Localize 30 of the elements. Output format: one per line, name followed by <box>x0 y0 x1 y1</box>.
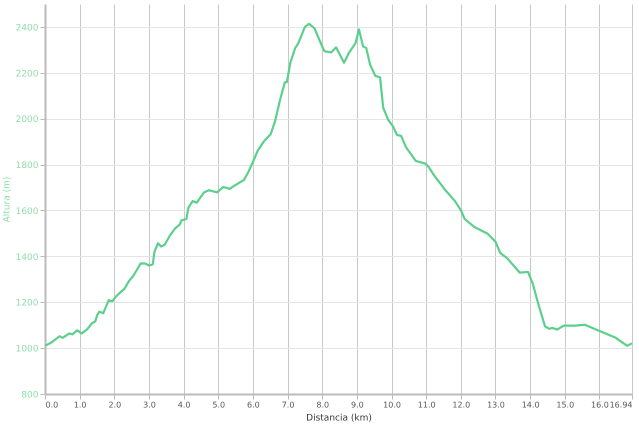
x-tick-label: 10.0 <box>383 400 401 410</box>
x-tick-label: 1.0 <box>74 400 87 410</box>
y-tick-label: 1400 <box>16 252 39 263</box>
x-tick-label: 16.94 <box>610 400 632 410</box>
x-tick-label: 16.0 <box>591 400 609 410</box>
x-tick-label: 8.0 <box>316 400 330 410</box>
y-tick-label: 1800 <box>16 161 39 172</box>
y-tick-label: 2000 <box>16 115 39 126</box>
y-tick-label: 2200 <box>16 69 39 80</box>
x-tick-label: 0.0 <box>46 400 58 410</box>
x-tick-label: 9.0 <box>351 400 364 410</box>
y-axis-title: Altura (m) <box>2 176 13 222</box>
y-tick-label: 800 <box>21 390 39 400</box>
x-tick-label: 2.0 <box>108 400 122 410</box>
x-tick-label: 5.0 <box>212 400 226 410</box>
x-tick-label: 13.0 <box>487 400 505 410</box>
y-tick-label: 1600 <box>16 206 39 217</box>
x-tick-label: 7.0 <box>282 400 294 410</box>
y-tick-label: 2400 <box>16 23 39 34</box>
x-tick-label: 14.0 <box>522 400 540 410</box>
x-tick-label: 6.0 <box>247 400 260 410</box>
y-tick-label: 1000 <box>16 344 39 355</box>
x-tick-label: 11.0 <box>418 400 436 410</box>
x-tick-label: 15.0 <box>556 400 574 410</box>
x-axis-title: Distancia (km) <box>306 414 372 424</box>
x-tick-label: 12.0 <box>452 400 470 410</box>
y-tick-label: 1200 <box>16 298 39 309</box>
line-series <box>45 22 632 347</box>
x-tick-label: 3.0 <box>143 400 156 410</box>
x-tick-label: 4.0 <box>178 400 190 410</box>
